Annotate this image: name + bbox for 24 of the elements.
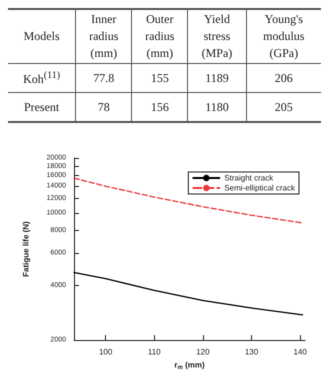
text: 206 [246, 64, 321, 92]
x-tick-label: 120 [196, 348, 210, 357]
text: 78 [76, 92, 132, 122]
category-label: Yield stress (MPa) [188, 9, 246, 64]
y-axis-title: Fatigue life (N) [22, 220, 30, 277]
x-tick-label: 130 [244, 348, 259, 357]
line-series [73, 272, 304, 316]
category-label: Models [8, 9, 76, 64]
category-label: Young's modulus (GPa) [246, 9, 321, 64]
legend-label: Straight crack [224, 174, 274, 182]
text: 1180 [188, 92, 246, 122]
x-tick-label: 100 [98, 348, 113, 357]
text: 77.8 [76, 64, 132, 92]
legend-label: Semi-elliptical crack [224, 184, 296, 192]
text: 155 [132, 64, 188, 92]
text: Present [8, 92, 76, 122]
category-label: Outer radius (mm) [132, 9, 188, 64]
x-tick-label: 110 [148, 348, 162, 357]
text: 156 [132, 92, 188, 122]
text: Koh$^{(11)}$ [8, 64, 76, 92]
x-tick-label: 140 [293, 348, 308, 357]
text: 1189 [188, 64, 246, 92]
category-label: Inner radius (mm) [76, 9, 132, 64]
text: 205 [246, 92, 321, 122]
